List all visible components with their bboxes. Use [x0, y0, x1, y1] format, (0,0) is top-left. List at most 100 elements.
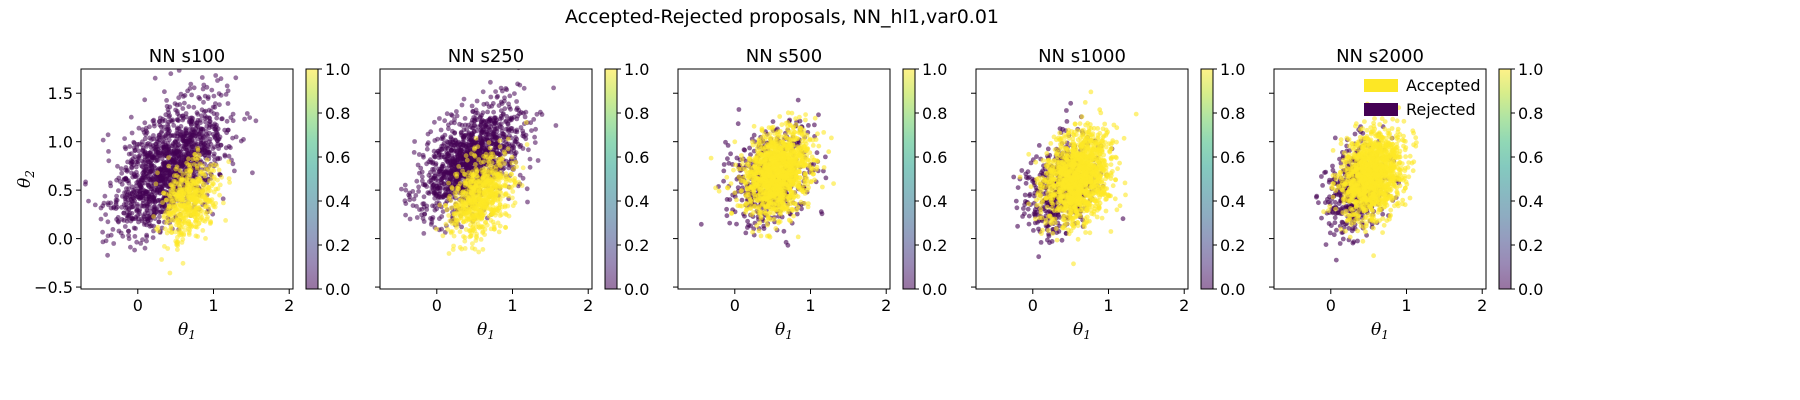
point-rejected	[437, 116, 442, 121]
point-rejected	[454, 109, 459, 114]
point-accepted	[820, 184, 825, 190]
point-rejected	[214, 111, 220, 117]
point-rejected	[102, 193, 108, 199]
point-rejected	[203, 119, 208, 125]
point-accepted	[476, 188, 482, 194]
point-accepted	[449, 185, 455, 190]
point-accepted	[195, 146, 201, 151]
point-rejected	[247, 115, 253, 120]
point-rejected	[201, 82, 207, 88]
point-rejected	[507, 93, 513, 99]
point-rejected	[736, 107, 742, 112]
point-accepted	[437, 202, 443, 208]
point-rejected	[139, 216, 145, 222]
point-rejected	[119, 181, 125, 187]
point-accepted	[464, 210, 470, 216]
scatter-points	[698, 97, 836, 248]
point-rejected	[98, 216, 104, 222]
point-rejected	[163, 112, 169, 118]
point-rejected	[153, 145, 159, 150]
point-accepted	[747, 156, 752, 161]
point-rejected	[174, 136, 180, 142]
point-rejected	[172, 143, 178, 149]
point-rejected	[152, 75, 158, 81]
x-tick-label: 2	[583, 296, 593, 315]
point-accepted	[221, 200, 226, 206]
point-rejected	[735, 121, 741, 127]
point-rejected	[520, 175, 526, 181]
point-rejected	[116, 188, 121, 194]
point-rejected	[470, 125, 476, 131]
point-accepted	[476, 249, 482, 255]
point-rejected	[126, 236, 132, 242]
point-rejected	[196, 131, 202, 137]
point-rejected	[167, 168, 173, 174]
point-accepted	[167, 270, 173, 276]
point-rejected	[421, 231, 427, 236]
point-rejected	[215, 138, 220, 144]
point-rejected	[454, 113, 460, 119]
point-rejected	[734, 221, 739, 227]
point-rejected	[454, 141, 460, 147]
point-rejected	[431, 148, 437, 154]
point-rejected	[445, 143, 450, 149]
point-rejected	[193, 140, 198, 146]
point-accepted	[497, 138, 503, 144]
point-rejected	[217, 134, 223, 140]
point-accepted	[493, 166, 499, 172]
point-rejected	[230, 135, 236, 141]
point-rejected	[149, 168, 155, 173]
point-rejected	[134, 203, 140, 209]
point-rejected	[83, 181, 88, 187]
point-rejected	[207, 136, 213, 142]
point-rejected	[517, 172, 523, 178]
point-rejected	[513, 135, 518, 140]
point-rejected	[410, 189, 416, 194]
point-accepted	[509, 172, 514, 177]
point-accepted	[180, 197, 186, 202]
point-rejected	[407, 216, 413, 222]
point-rejected	[120, 233, 126, 239]
point-accepted	[207, 188, 213, 194]
point-rejected	[144, 238, 149, 244]
point-rejected	[446, 126, 451, 132]
point-accepted	[513, 159, 519, 165]
point-accepted	[782, 133, 788, 139]
point-rejected	[431, 181, 437, 187]
point-rejected	[208, 108, 214, 114]
point-accepted	[765, 222, 770, 228]
colorbar-tick-label: 0.2	[624, 236, 649, 255]
point-rejected	[197, 117, 203, 123]
point-accepted	[496, 179, 502, 184]
point-rejected	[132, 187, 138, 192]
point-accepted	[166, 163, 172, 169]
point-rejected	[191, 85, 197, 91]
point-accepted	[523, 120, 529, 125]
point-rejected	[462, 116, 468, 121]
point-accepted	[494, 210, 499, 216]
point-accepted	[785, 110, 791, 116]
point-rejected	[128, 218, 134, 224]
point-accepted	[519, 183, 525, 188]
point-accepted	[483, 200, 489, 206]
point-accepted	[512, 182, 517, 188]
point-accepted	[160, 200, 166, 206]
point-accepted	[469, 245, 475, 251]
point-rejected	[424, 146, 430, 152]
point-accepted	[159, 257, 165, 262]
point-accepted	[473, 166, 479, 172]
point-rejected	[727, 220, 733, 226]
point-rejected	[528, 120, 534, 126]
point-rejected	[182, 133, 188, 139]
point-rejected	[502, 106, 508, 112]
point-accepted	[216, 167, 222, 173]
y-tick-label: 1.0	[48, 133, 73, 152]
point-accepted	[446, 251, 452, 256]
point-rejected	[747, 145, 752, 151]
point-accepted	[464, 157, 470, 163]
point-rejected	[131, 200, 136, 206]
point-rejected	[127, 144, 133, 149]
point-rejected	[435, 148, 441, 154]
point-accepted	[785, 120, 791, 125]
point-accepted	[209, 167, 215, 173]
